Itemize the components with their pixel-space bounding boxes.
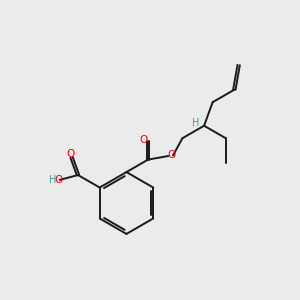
Text: O: O [139,135,148,145]
Text: H: H [193,118,200,128]
Text: O: O [67,148,75,159]
Text: H: H [49,175,56,185]
Text: O: O [54,175,62,185]
Text: O: O [168,150,176,160]
